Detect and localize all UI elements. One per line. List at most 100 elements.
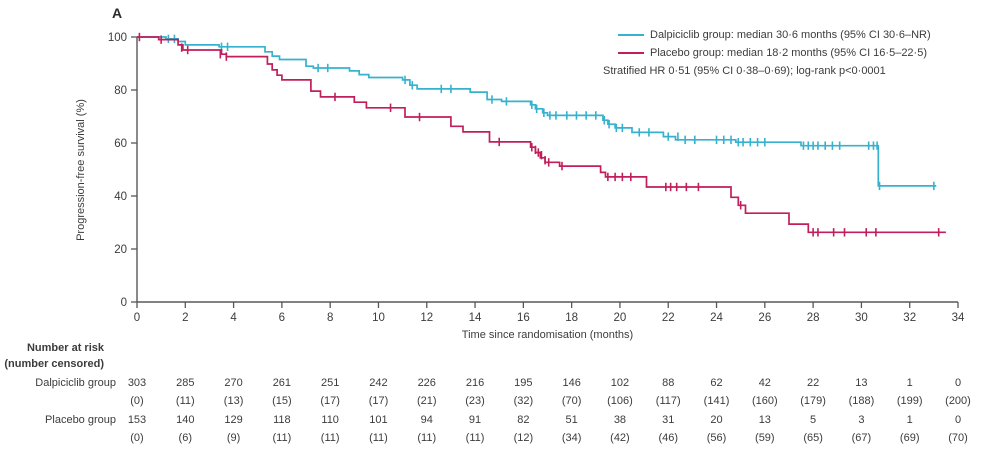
x-tick-label: 14 — [469, 312, 482, 324]
risk-value-placebo-atrisk: 3 — [858, 414, 865, 426]
x-tick-label: 20 — [614, 312, 627, 324]
x-tick-label: 2 — [182, 312, 188, 324]
x-tick-label: 12 — [420, 312, 433, 324]
risk-value-placebo-censored: (9) — [226, 432, 241, 444]
risk-value-dalpiciclib-atrisk: 42 — [758, 377, 771, 389]
risk-value-dalpiciclib-atrisk: 146 — [562, 377, 581, 389]
x-tick-label: 18 — [565, 312, 578, 324]
risk-value-dalpiciclib-censored: (23) — [465, 395, 485, 407]
risk-row-dalpiciclib-censored: (0) (11) (13) (15) (17) (17) (21) (23) (32) (70) (… — [0, 394, 982, 409]
risk-value-dalpiciclib-censored: (15) — [272, 395, 292, 407]
y-tick-label: 40 — [114, 191, 127, 203]
risk-value-dalpiciclib-atrisk: 303 — [127, 377, 147, 389]
y-axis-title: Progression-free survival (%) — [75, 99, 87, 241]
risk-value-dalpiciclib-atrisk: 242 — [369, 377, 388, 389]
risk-value-dalpiciclib-censored: (17) — [320, 395, 340, 407]
risk-value-placebo-atrisk: 110 — [321, 414, 339, 426]
risk-value-placebo-atrisk: 101 — [369, 414, 388, 426]
y-tick-label: 60 — [114, 138, 127, 150]
risk-value-placebo-censored: (11) — [465, 432, 485, 444]
x-tick-label: 6 — [279, 312, 285, 324]
risk-value-dalpiciclib-atrisk: 102 — [610, 377, 630, 389]
risk-value-placebo-atrisk: 20 — [710, 414, 723, 426]
risk-value-placebo-atrisk: 91 — [468, 414, 482, 426]
y-tick-label: 100 — [108, 32, 127, 44]
risk-value-dalpiciclib-censored: (70) — [561, 395, 582, 407]
risk-value-placebo-censored: (11) — [417, 432, 437, 444]
risk-value-dalpiciclib-censored: (0) — [130, 395, 144, 407]
risk-value-dalpiciclib-censored: (160) — [751, 395, 778, 407]
risk-value-placebo-atrisk: 129 — [224, 414, 243, 426]
survival-curve-placebo — [137, 36, 946, 234]
risk-table-header2: (number censored) — [4, 358, 104, 370]
risk-row-placebo-atrisk: Placebo group 153 140 129 118 110 101 94 91 82 51… — [0, 413, 982, 428]
placebo-line-swatch-icon — [618, 52, 644, 54]
risk-value-placebo-atrisk: 51 — [565, 414, 578, 426]
risk-value-dalpiciclib-censored: (11) — [175, 395, 195, 407]
risk-value-dalpiciclib-censored: (13) — [223, 395, 244, 407]
risk-value-dalpiciclib-atrisk: 261 — [272, 377, 292, 389]
risk-value-dalpiciclib-censored: (106) — [607, 395, 633, 407]
risk-value-placebo-atrisk: 31 — [662, 414, 675, 426]
risk-value-placebo-censored: (0) — [130, 432, 144, 444]
risk-value-placebo-censored: (6) — [178, 432, 192, 444]
risk-value-dalpiciclib-atrisk: 216 — [465, 377, 485, 389]
y-tick-label: 20 — [114, 244, 127, 256]
risk-value-dalpiciclib-atrisk: 62 — [710, 377, 723, 389]
risk-value-placebo-atrisk: 82 — [517, 414, 530, 426]
legend-item-dalpiciclib: Dalpiciclib group: median 30·6 months (9… — [618, 29, 931, 41]
x-tick-label: 26 — [758, 312, 771, 324]
risk-value-placebo-atrisk: 1 — [906, 414, 913, 426]
risk-value-placebo-censored: (67) — [851, 432, 872, 444]
risk-value-placebo-censored: (69) — [899, 432, 920, 444]
risk-value-dalpiciclib-censored: (21) — [416, 395, 437, 407]
risk-value-dalpiciclib-censored: (199) — [896, 395, 923, 407]
x-tick-label: 0 — [134, 312, 140, 324]
stratified-hr-note: Stratified HR 0·51 (95% CI 0·38–0·69); l… — [603, 65, 886, 77]
risk-value-placebo-atrisk: 118 — [273, 414, 291, 426]
risk-value-placebo-atrisk: 94 — [420, 414, 433, 426]
risk-value-dalpiciclib-censored: (141) — [703, 395, 730, 407]
risk-value-dalpiciclib-atrisk: 22 — [806, 377, 820, 389]
risk-value-dalpiciclib-atrisk: 13 — [855, 377, 868, 389]
risk-value-placebo-censored: (56) — [706, 432, 727, 444]
x-tick-label: 32 — [903, 312, 916, 324]
risk-row-placebo-censored: (0) (6) (9) (11) (11) (11) (11) (11) (12) (34) (42… — [0, 431, 982, 446]
survival-curve-dalpiciclib — [137, 36, 937, 187]
x-tick-label: 24 — [710, 312, 723, 324]
risk-value-dalpiciclib-censored: (179) — [800, 395, 826, 407]
y-tick-label: 80 — [114, 85, 127, 97]
risk-value-placebo-censored: (46) — [658, 432, 679, 444]
risk-value-dalpiciclib-atrisk: 226 — [417, 377, 436, 389]
risk-value-placebo-atrisk: 153 — [127, 414, 147, 426]
risk-row-dalpiciclib-atrisk: Dalpiciclib group 303 285 270 261 251 242 226 2… — [0, 376, 982, 391]
risk-value-placebo-censored: (11) — [369, 432, 388, 444]
risk-value-dalpiciclib-censored: (17) — [368, 395, 389, 407]
risk-value-placebo-censored: (65) — [803, 432, 823, 444]
risk-value-placebo-censored: (11) — [320, 432, 340, 444]
risk-value-dalpiciclib-atrisk: 251 — [320, 377, 340, 389]
risk-value-placebo-atrisk: 140 — [176, 414, 195, 426]
x-tick-label: 16 — [517, 312, 530, 324]
risk-value-dalpiciclib-censored: (32) — [513, 395, 534, 407]
risk-value-placebo-censored: (12) — [513, 432, 534, 444]
survival-chart: 0 2 4 6 8 10 12 14 16 18 20 22 24 26 28 30 32 34020406080… — [108, 32, 965, 324]
risk-value-dalpiciclib-atrisk: 1 — [906, 377, 913, 389]
dalpiciclib-line-swatch-icon — [618, 34, 644, 36]
risk-value-dalpiciclib-censored: (117) — [655, 395, 681, 407]
risk-value-placebo-censored: (42) — [610, 432, 630, 444]
legend-label-placebo: Placebo group: median 18·2 months (95% C… — [650, 47, 927, 59]
x-tick-label: 28 — [807, 312, 820, 324]
panel-label: A — [112, 5, 123, 21]
risk-value-placebo-atrisk: 13 — [758, 414, 771, 426]
x-tick-label: 4 — [230, 312, 237, 324]
x-tick-label: 34 — [952, 312, 965, 324]
risk-value-placebo-atrisk: 38 — [613, 414, 627, 426]
legend-item-placebo: Placebo group: median 18·2 months (95% C… — [618, 47, 927, 59]
risk-value-dalpiciclib-censored: (200) — [945, 395, 971, 407]
risk-value-placebo-atrisk: 0 — [954, 414, 962, 426]
risk-value-dalpiciclib-atrisk: 0 — [954, 377, 962, 389]
risk-value-placebo-atrisk: 5 — [810, 414, 817, 426]
risk-value-dalpiciclib-atrisk: 88 — [662, 377, 675, 389]
